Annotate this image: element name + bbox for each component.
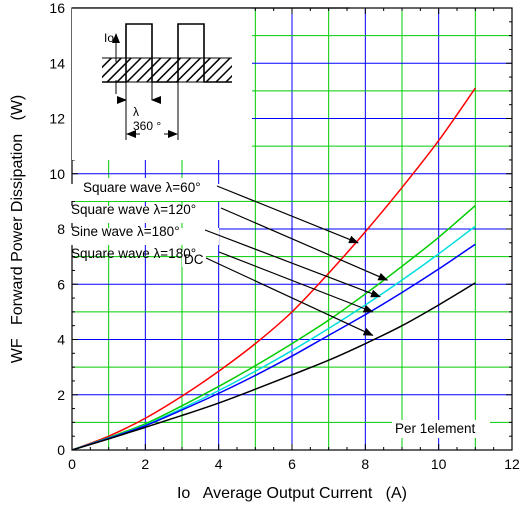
annotation-arrows <box>204 185 389 336</box>
annotation-sine-180: Sine wave λ=180° <box>71 224 180 239</box>
note-bg <box>392 420 490 438</box>
y-axis-label: WF Forward Power Dissipation (W) <box>9 95 26 363</box>
x-tick-label: 6 <box>288 456 296 472</box>
waveform-inset: Io λ 360 ° <box>72 7 350 160</box>
inset-period-label: 360 ° <box>133 119 161 133</box>
annotation-bg-3 <box>69 228 219 245</box>
y-tick-label: 0 <box>57 442 65 458</box>
annotation-bg-4 <box>182 250 206 267</box>
series-line-0 <box>72 87 476 450</box>
x-tick-label: 10 <box>431 456 447 472</box>
series-line-3 <box>72 243 476 450</box>
annotation-square-60: Square wave λ=60° <box>83 180 201 195</box>
per-element-note: Per 1element <box>395 421 476 436</box>
annotation-square-120: Square wave λ=120° <box>71 202 196 217</box>
x-axis-label: Io Average Output Current (A) <box>177 485 407 502</box>
annotation-arrow-2 <box>204 229 381 298</box>
x-tick-label: 2 <box>141 456 149 472</box>
inset-background <box>72 8 252 160</box>
x-tick-label: 12 <box>504 456 520 472</box>
inset-lambda-label: λ <box>133 105 139 119</box>
series-line-1 <box>72 204 476 450</box>
tick-labels: 0 2 4 6 8 10 12 0 2 4 6 8 10 12 14 16 <box>49 0 520 472</box>
annotation-square-180: Square wave λ=180° <box>71 246 196 261</box>
x-tick-label: 4 <box>215 456 223 472</box>
series-lines <box>72 87 476 450</box>
x-tick-label: 8 <box>361 456 369 472</box>
annotation-arrow-4 <box>205 257 374 336</box>
inset-io-label: Io <box>104 31 114 45</box>
series-line-4 <box>72 282 476 450</box>
x-tick-label: 0 <box>68 456 76 472</box>
annotation-arrow-0 <box>216 185 359 244</box>
annotation-arrow-3 <box>218 251 374 313</box>
y-tick-label: 10 <box>49 166 65 182</box>
y-tick-label: 4 <box>57 332 65 348</box>
annotation-bg-2 <box>69 206 205 223</box>
y-tick-label: 8 <box>57 221 65 237</box>
annotations: Square wave λ=60° Square wave λ=120° Sin… <box>69 178 389 336</box>
hatched-band <box>102 58 232 82</box>
square-waveform <box>102 23 232 83</box>
y-tick-label: 2 <box>57 387 65 403</box>
annotation-bg-1 <box>69 184 221 201</box>
y-tick-label: 12 <box>49 111 65 127</box>
annotation-arrow-1 <box>220 207 389 281</box>
y-tick-label: 16 <box>49 0 65 16</box>
annotation-dc: DC <box>184 252 204 267</box>
grid <box>72 8 512 450</box>
y-tick-label: 6 <box>57 276 65 292</box>
y-tick-label: 14 <box>49 55 65 71</box>
